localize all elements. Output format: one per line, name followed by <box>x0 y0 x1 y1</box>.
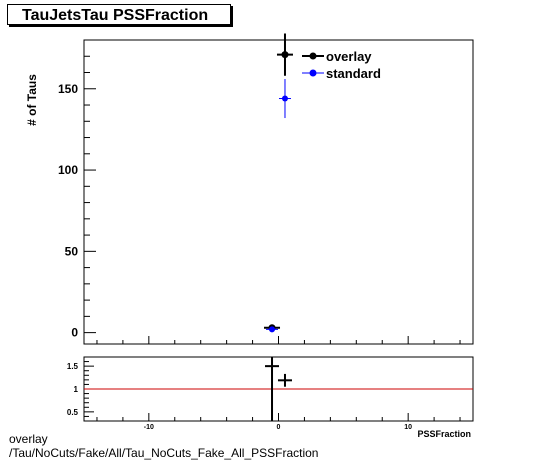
ratio-x-tick-label-1: 0 <box>277 424 281 431</box>
y-tick-label-1: 50 <box>65 244 79 258</box>
y-tick-label-3: 150 <box>58 82 78 96</box>
ratio-data-points <box>265 357 292 421</box>
y-tick-label-2: 100 <box>58 163 78 177</box>
ratio-y-tick-label-0: 0.5 <box>67 408 79 417</box>
ratio-x-tick-label-2: 10 <box>404 424 412 431</box>
ratio-axis-ticks: 0.5 1 1.5 -10 0 10 <box>67 361 473 431</box>
overlay-point-1 <box>281 51 289 59</box>
main-data-points <box>264 33 293 333</box>
main-plot-frame <box>83 39 474 345</box>
y-tick-label-0: 0 <box>71 326 78 340</box>
ratio-y-tick-label-1: 1 <box>74 385 79 394</box>
footer-line1: overlay <box>9 432 48 446</box>
legend-marker-0 <box>309 52 317 60</box>
y-axis-label: # of Taus <box>25 74 39 126</box>
legend: overlay standard <box>302 49 381 81</box>
ratio-y-tick-label-2: 1.5 <box>67 362 79 371</box>
x-axis-label: PSSFraction <box>417 429 471 439</box>
ratio-x-tick-label-0: -10 <box>144 424 154 431</box>
main-axis-ticks: 0 50 100 150 <box>58 55 461 344</box>
standard-point-1 <box>281 95 288 102</box>
legend-label-1: standard <box>326 66 381 81</box>
main-plot-border <box>83 39 474 345</box>
footer-line2: /Tau/NoCuts/Fake/All/Tau_NoCuts_Fake_All… <box>9 446 319 460</box>
chart-title: TauJetsTau PSSFraction <box>7 4 231 25</box>
legend-label-0: overlay <box>326 49 372 64</box>
standard-point-0 <box>269 326 276 333</box>
legend-marker-1 <box>309 69 317 77</box>
